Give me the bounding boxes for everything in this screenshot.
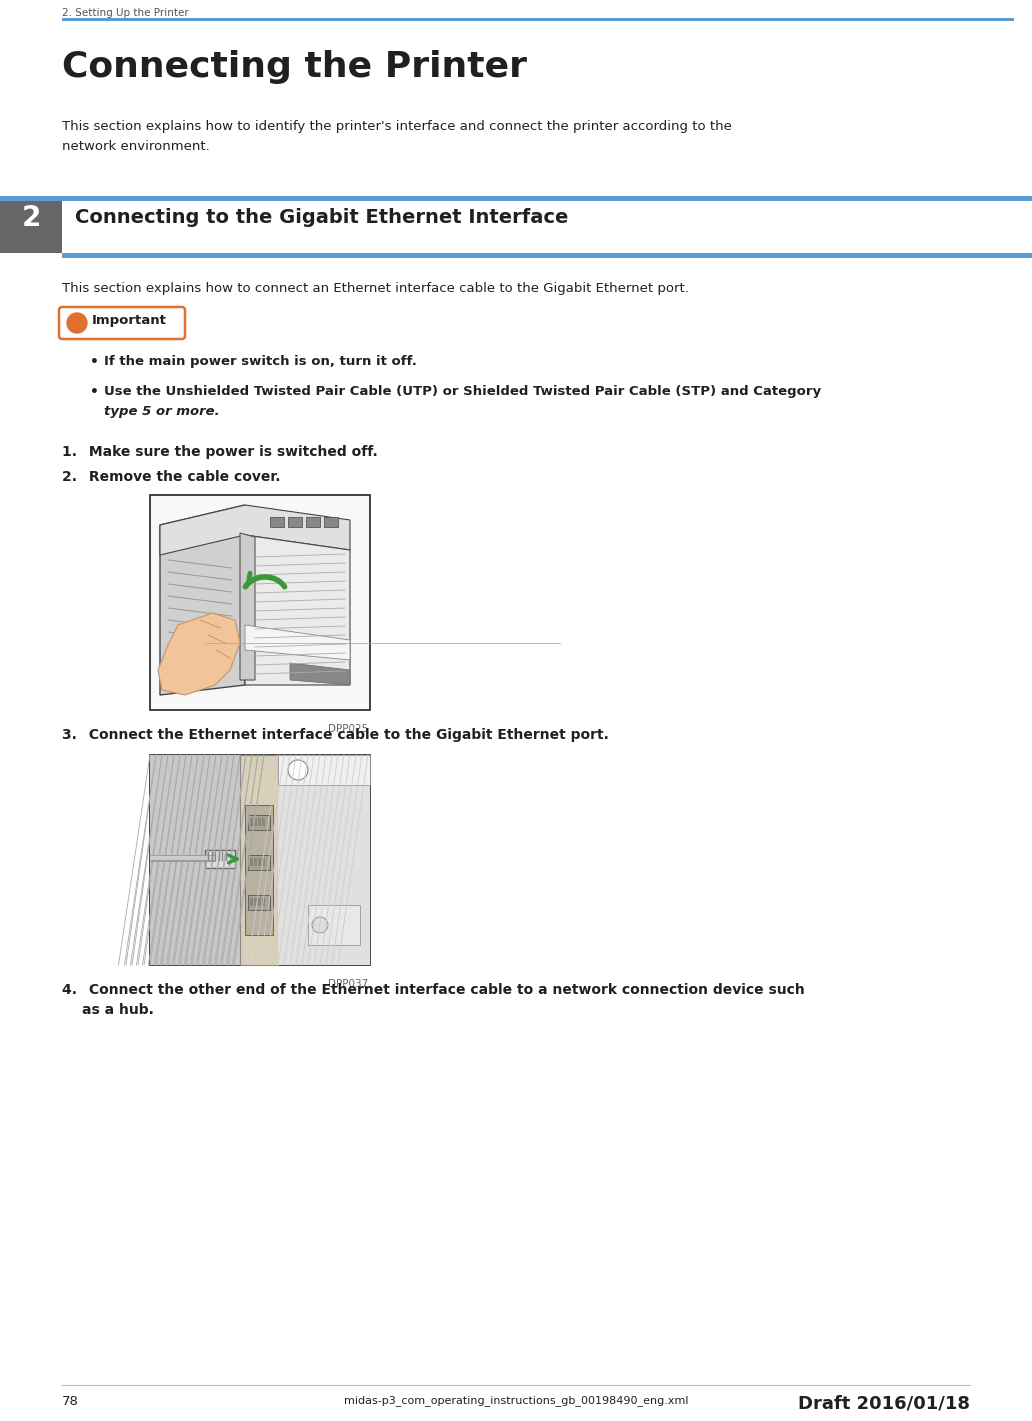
Bar (254, 858, 257, 865)
Text: 2: 2 (22, 205, 40, 232)
Text: 4.  Connect the other end of the Ethernet interface cable to a network connectio: 4. Connect the other end of the Ethernet… (62, 983, 805, 998)
Text: midas-p3_com_operating_instructions_gb_00198490_eng.xml: midas-p3_com_operating_instructions_gb_0… (344, 1395, 688, 1405)
Bar (262, 818, 265, 826)
Text: ★: ★ (71, 313, 83, 325)
Bar (150, 755, 370, 965)
Bar (270, 517, 284, 527)
Bar (258, 818, 261, 826)
Text: DPP025: DPP025 (328, 725, 368, 735)
Circle shape (288, 760, 308, 780)
Bar (250, 858, 253, 865)
Polygon shape (158, 612, 240, 695)
Polygon shape (245, 625, 350, 659)
Circle shape (67, 313, 87, 333)
Bar (62, 18, 1014, 20)
Bar (324, 517, 338, 527)
Bar (254, 898, 257, 907)
Bar (62, 253, 1032, 259)
Bar (0, 196, 1032, 200)
Bar (248, 816, 270, 830)
Bar (254, 818, 257, 826)
Text: This section explains how to connect an Ethernet interface cable to the Gigabit : This section explains how to connect an … (62, 281, 689, 296)
Bar (288, 517, 302, 527)
Text: Draft 2016/01/18: Draft 2016/01/18 (798, 1395, 970, 1412)
Bar (258, 898, 261, 907)
Bar (262, 898, 265, 907)
Text: Connecting the Printer: Connecting the Printer (62, 50, 527, 84)
Bar (62, 200, 1032, 253)
Text: If the main power switch is on, turn it off.: If the main power switch is on, turn it … (104, 355, 417, 368)
Text: as a hub.: as a hub. (82, 1003, 154, 1017)
Bar (248, 895, 270, 909)
Bar (150, 495, 370, 710)
Bar (250, 818, 253, 826)
Bar (278, 755, 370, 965)
Text: network environment.: network environment. (62, 141, 209, 153)
Bar (150, 755, 240, 965)
Bar (205, 850, 235, 868)
Bar (250, 898, 253, 907)
Bar (248, 855, 270, 870)
Text: 78: 78 (62, 1395, 78, 1408)
Bar (278, 755, 370, 784)
Text: Important: Important (92, 314, 167, 327)
FancyBboxPatch shape (59, 307, 185, 340)
Polygon shape (240, 533, 255, 681)
Bar (245, 806, 273, 935)
Polygon shape (160, 504, 350, 556)
Circle shape (312, 917, 328, 934)
Polygon shape (290, 664, 350, 685)
Text: Use the Unshielded Twisted Pair Cable (UTP) or Shielded Twisted Pair Cable (STP): Use the Unshielded Twisted Pair Cable (U… (104, 385, 821, 398)
Text: •: • (90, 385, 99, 399)
Text: 3.  Connect the Ethernet interface cable to the Gigabit Ethernet port.: 3. Connect the Ethernet interface cable … (62, 728, 609, 742)
Text: type 5 or more.: type 5 or more. (104, 405, 220, 418)
Text: DPP037: DPP037 (328, 979, 368, 989)
Text: 2.  Remove the cable cover.: 2. Remove the cable cover. (62, 470, 281, 485)
Polygon shape (245, 534, 350, 685)
Bar (262, 858, 265, 865)
Text: Connecting to the Gigabit Ethernet Interface: Connecting to the Gigabit Ethernet Inter… (75, 207, 569, 227)
Text: •: • (90, 355, 99, 369)
Text: 2. Setting Up the Printer: 2. Setting Up the Printer (62, 9, 189, 18)
Bar (0, 200, 62, 253)
Bar (240, 755, 278, 965)
Bar (258, 858, 261, 865)
Polygon shape (160, 504, 245, 695)
Text: This section explains how to identify the printer's interface and connect the pr: This section explains how to identify th… (62, 119, 732, 134)
Bar (308, 905, 360, 945)
Bar (307, 517, 320, 527)
Text: 1.  Make sure the power is switched off.: 1. Make sure the power is switched off. (62, 445, 378, 459)
